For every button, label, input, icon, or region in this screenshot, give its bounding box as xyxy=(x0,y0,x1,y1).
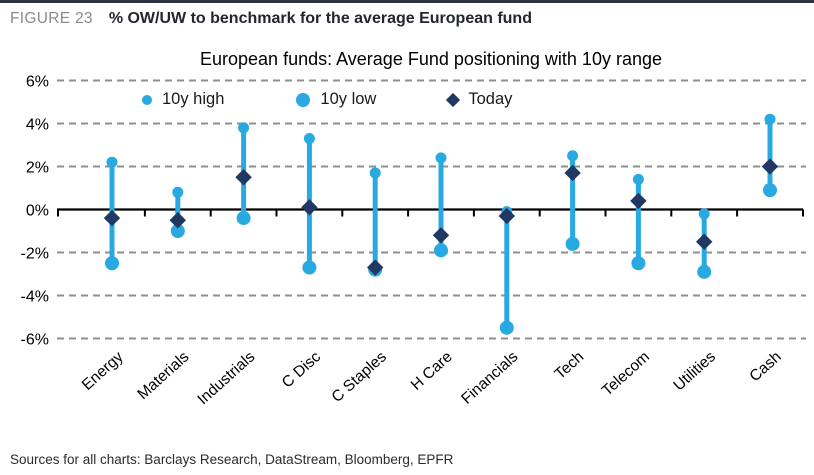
ten-y-low-marker xyxy=(697,264,712,279)
legend-item-today: Today xyxy=(446,90,513,109)
legend-label: Today xyxy=(468,90,513,108)
chart-legend: 10y high 10y low Today xyxy=(142,90,512,109)
ten-y-low-marker xyxy=(763,183,777,198)
today-marker xyxy=(761,158,779,175)
ten-y-low-marker xyxy=(499,320,514,335)
legend-item-10y-high: 10y high xyxy=(142,90,224,109)
y-tick-label: -4% xyxy=(21,289,49,306)
today-marker xyxy=(630,192,647,210)
today-marker xyxy=(235,169,252,186)
ten-y-low-marker xyxy=(105,256,119,271)
x-category-label: C Staples xyxy=(329,348,390,406)
today-marker xyxy=(696,233,713,250)
today-marker xyxy=(301,199,318,216)
y-tick-label: 0% xyxy=(26,203,49,220)
chart-plot-area: 6% 4% 2% 0% -2% -4% -6% Energy Materials Industri… xyxy=(21,74,806,408)
x-category-label: C Disc xyxy=(279,348,324,391)
ten-y-high-marker xyxy=(172,186,184,198)
ten-y-low-marker xyxy=(434,243,448,258)
ten-y-high-marker xyxy=(698,208,710,220)
ten-y-high-marker xyxy=(435,152,447,164)
ten-y-high-marker xyxy=(567,150,579,162)
x-category-label: Utilities xyxy=(670,348,719,394)
ten-y-high-marker xyxy=(106,156,118,168)
x-category-label: H Care xyxy=(408,348,456,393)
x-category-label: Cash xyxy=(746,348,784,385)
figure-number-label: FIGURE 23 xyxy=(10,10,93,27)
ten-y-low-marker xyxy=(302,260,317,275)
x-category-label: Financials xyxy=(458,348,521,407)
x-category-label: Telecom xyxy=(599,348,653,399)
x-category-label: Industrials xyxy=(194,348,258,408)
ten-y-high-marker-icon xyxy=(142,94,152,105)
ten-y-low-marker xyxy=(631,256,646,271)
ten-y-high-marker xyxy=(632,173,644,185)
ten-y-high-marker xyxy=(369,167,381,179)
today-marker xyxy=(564,164,581,182)
ten-y-low-marker-icon xyxy=(296,92,311,107)
ten-y-low-marker xyxy=(565,236,580,251)
sources-note: Sources for all charts: Barclays Researc… xyxy=(10,452,454,467)
y-tick-label: -2% xyxy=(21,246,49,263)
today-marker xyxy=(432,227,450,244)
ten-y-high-marker xyxy=(764,113,776,125)
ten-y-high-marker xyxy=(238,122,250,134)
x-category-label: Tech xyxy=(552,348,588,383)
figure-title: % OW/UW to benchmark for the average Eur… xyxy=(108,10,532,27)
y-tick-label: 4% xyxy=(26,117,49,134)
chart-title: European funds: Average Fund positioning… xyxy=(200,49,662,69)
x-category-label: Materials xyxy=(134,348,192,403)
x-category-label: Energy xyxy=(79,348,127,394)
legend-label: 10y low xyxy=(320,90,377,108)
today-marker xyxy=(169,212,186,229)
today-marker xyxy=(367,259,384,276)
legend-label: 10y high xyxy=(162,90,225,108)
y-tick-label: 2% xyxy=(26,160,49,177)
today-marker xyxy=(103,209,121,227)
legend-item-10y-low: 10y low xyxy=(296,90,376,109)
ten-y-high-marker xyxy=(303,133,315,145)
y-tick-label: 6% xyxy=(26,74,49,91)
y-tick-label: -6% xyxy=(21,332,49,349)
figure-header: FIGURE 23 % OW/UW to benchmark for the a… xyxy=(10,10,532,28)
ten-y-low-marker xyxy=(170,224,185,238)
today-marker xyxy=(498,207,515,225)
ten-y-low-marker xyxy=(236,211,251,226)
